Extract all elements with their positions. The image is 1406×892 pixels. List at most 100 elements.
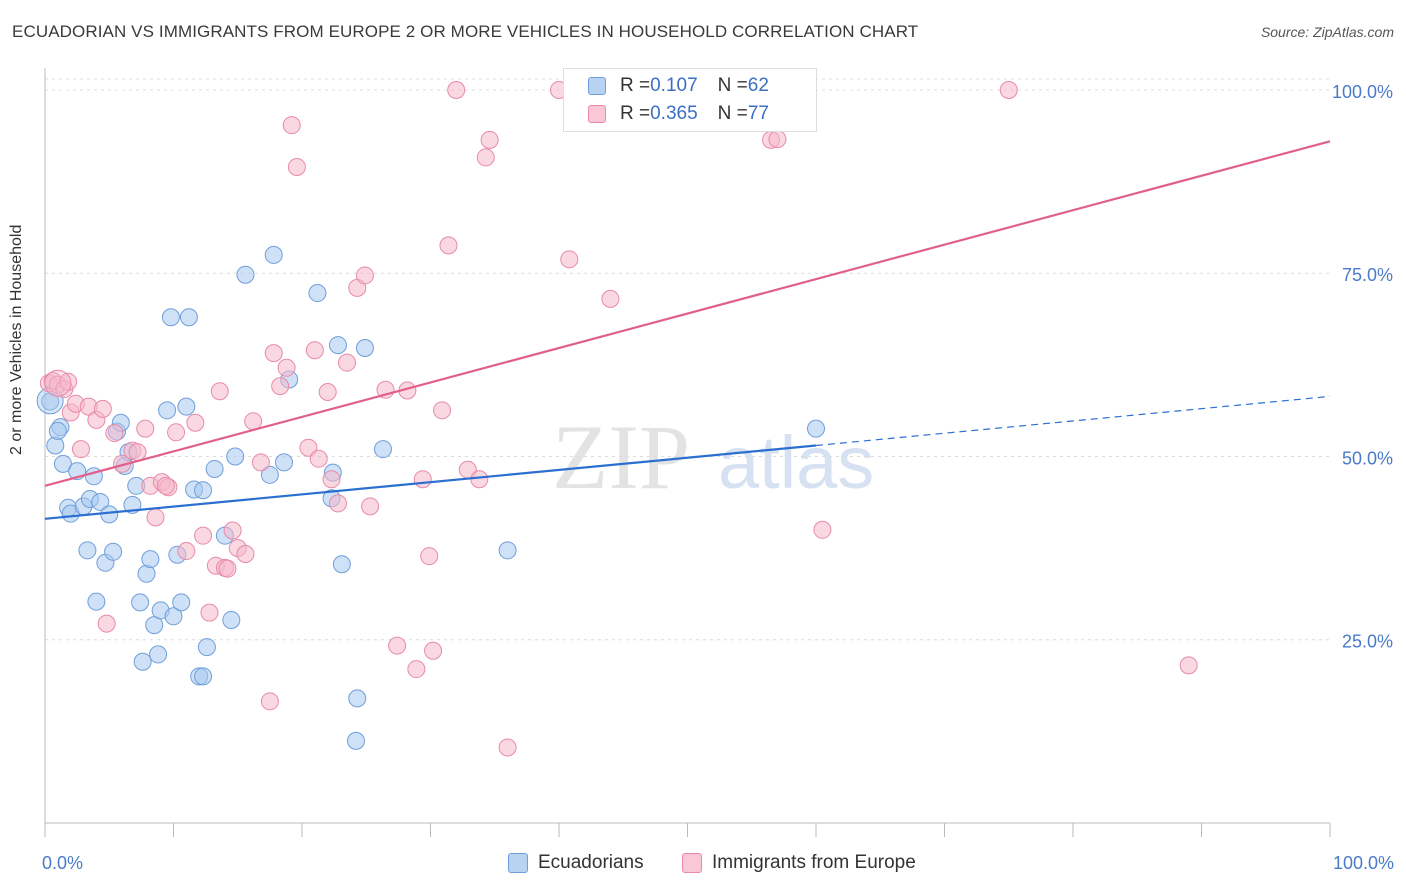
series-immigrants-from-europe <box>39 80 1198 757</box>
data-point <box>236 544 255 563</box>
data-point <box>210 382 229 401</box>
data-point <box>287 157 306 176</box>
data-point <box>91 492 110 511</box>
n-label: N = <box>717 103 748 124</box>
legend-label: Ecuadorians <box>538 852 644 873</box>
data-point <box>348 689 367 708</box>
stats-row-ecuadorians: R = 0.107 N = 62 <box>588 74 769 98</box>
data-point <box>87 592 106 611</box>
data-point <box>177 397 196 416</box>
data-point <box>388 636 407 655</box>
data-point <box>136 419 155 438</box>
swatch-pink <box>682 853 702 873</box>
data-point <box>439 236 458 255</box>
data-point <box>200 603 219 622</box>
data-point <box>93 399 112 418</box>
y-tick-label: 100.0% <box>1332 82 1393 102</box>
data-point <box>156 476 175 495</box>
r-label: R = <box>620 103 651 124</box>
data-point <box>264 344 283 363</box>
data-point <box>149 645 168 664</box>
watermark: ZIP atlas <box>552 406 874 508</box>
legend-item-immigrants-from-europe[interactable]: Immigrants from Europe <box>682 852 916 874</box>
data-point <box>361 497 380 516</box>
y-tick-label: 50.0% <box>1342 448 1393 468</box>
x-axis-max-label: 100.0% <box>1332 853 1394 873</box>
data-point <box>480 130 499 149</box>
data-point <box>194 667 213 686</box>
trend-line-immigrants <box>44 140 1331 487</box>
legend-label: Immigrants from Europe <box>712 852 916 873</box>
data-point <box>420 547 439 566</box>
data-point <box>71 440 90 459</box>
data-point <box>59 372 78 391</box>
data-point <box>999 80 1018 99</box>
swatch-blue <box>508 853 528 873</box>
data-point <box>470 470 489 489</box>
data-point <box>807 419 825 438</box>
data-point <box>41 392 60 411</box>
data-point <box>223 521 242 540</box>
data-point <box>260 465 279 484</box>
data-point <box>282 116 301 135</box>
chart-title: ECUADORIAN VS IMMIGRANTS FROM EUROPE 2 O… <box>12 22 919 41</box>
n-value: 62 <box>747 75 769 96</box>
swatch-pink <box>588 105 606 123</box>
data-point <box>222 610 241 629</box>
data-point <box>48 421 67 440</box>
data-point <box>179 308 198 327</box>
data-point <box>186 413 205 432</box>
r-label: R = <box>620 75 651 96</box>
data-point <box>172 593 191 612</box>
data-point <box>244 412 263 431</box>
data-point <box>104 542 123 561</box>
swatch-blue <box>588 77 606 95</box>
data-point <box>158 401 177 420</box>
n-label: N = <box>717 75 748 96</box>
data-point <box>100 505 119 524</box>
trend-line-ecuadorians <box>44 444 817 520</box>
data-point <box>146 508 165 527</box>
data-point <box>131 593 150 612</box>
data-point <box>277 358 296 377</box>
data-point <box>97 614 116 633</box>
data-point <box>46 436 65 455</box>
data-point <box>251 453 270 472</box>
n-value: 77 <box>747 103 769 124</box>
data-point <box>601 289 620 308</box>
watermark-atlas: atlas <box>718 421 874 504</box>
y-axis-title: 2 or more Vehicles in Household <box>8 224 25 455</box>
data-point <box>218 559 237 578</box>
data-point <box>236 265 255 284</box>
data-point <box>205 459 224 478</box>
stats-legend: R = 0.107 N = 62 R = 0.365 N = 77 <box>563 68 817 132</box>
data-point <box>194 526 213 545</box>
data-point <box>813 520 832 539</box>
data-point <box>407 660 426 679</box>
data-point <box>194 481 213 500</box>
r-value: 0.365 <box>650 103 698 124</box>
data-point <box>260 692 279 711</box>
legend-item-ecuadorians[interactable]: Ecuadorians <box>508 852 644 874</box>
data-point <box>322 470 341 489</box>
series-ecuadorians <box>36 245 825 750</box>
trend-line-ecuadorians-extension <box>815 395 1331 447</box>
trend-lines <box>44 140 1331 520</box>
data-point <box>413 470 432 489</box>
data-point <box>373 440 392 459</box>
data-point <box>433 401 452 420</box>
data-point <box>328 336 347 355</box>
data-point <box>177 542 196 561</box>
data-point <box>105 424 124 443</box>
data-point <box>308 284 327 303</box>
data-point <box>197 638 216 657</box>
data-point <box>305 341 324 360</box>
data-point <box>161 308 180 327</box>
y-tick-label: 25.0% <box>1342 632 1393 652</box>
data-point <box>447 80 466 99</box>
data-point <box>337 353 356 372</box>
data-point <box>476 148 495 167</box>
data-point <box>167 423 186 442</box>
y-tick-label: 75.0% <box>1342 265 1393 285</box>
